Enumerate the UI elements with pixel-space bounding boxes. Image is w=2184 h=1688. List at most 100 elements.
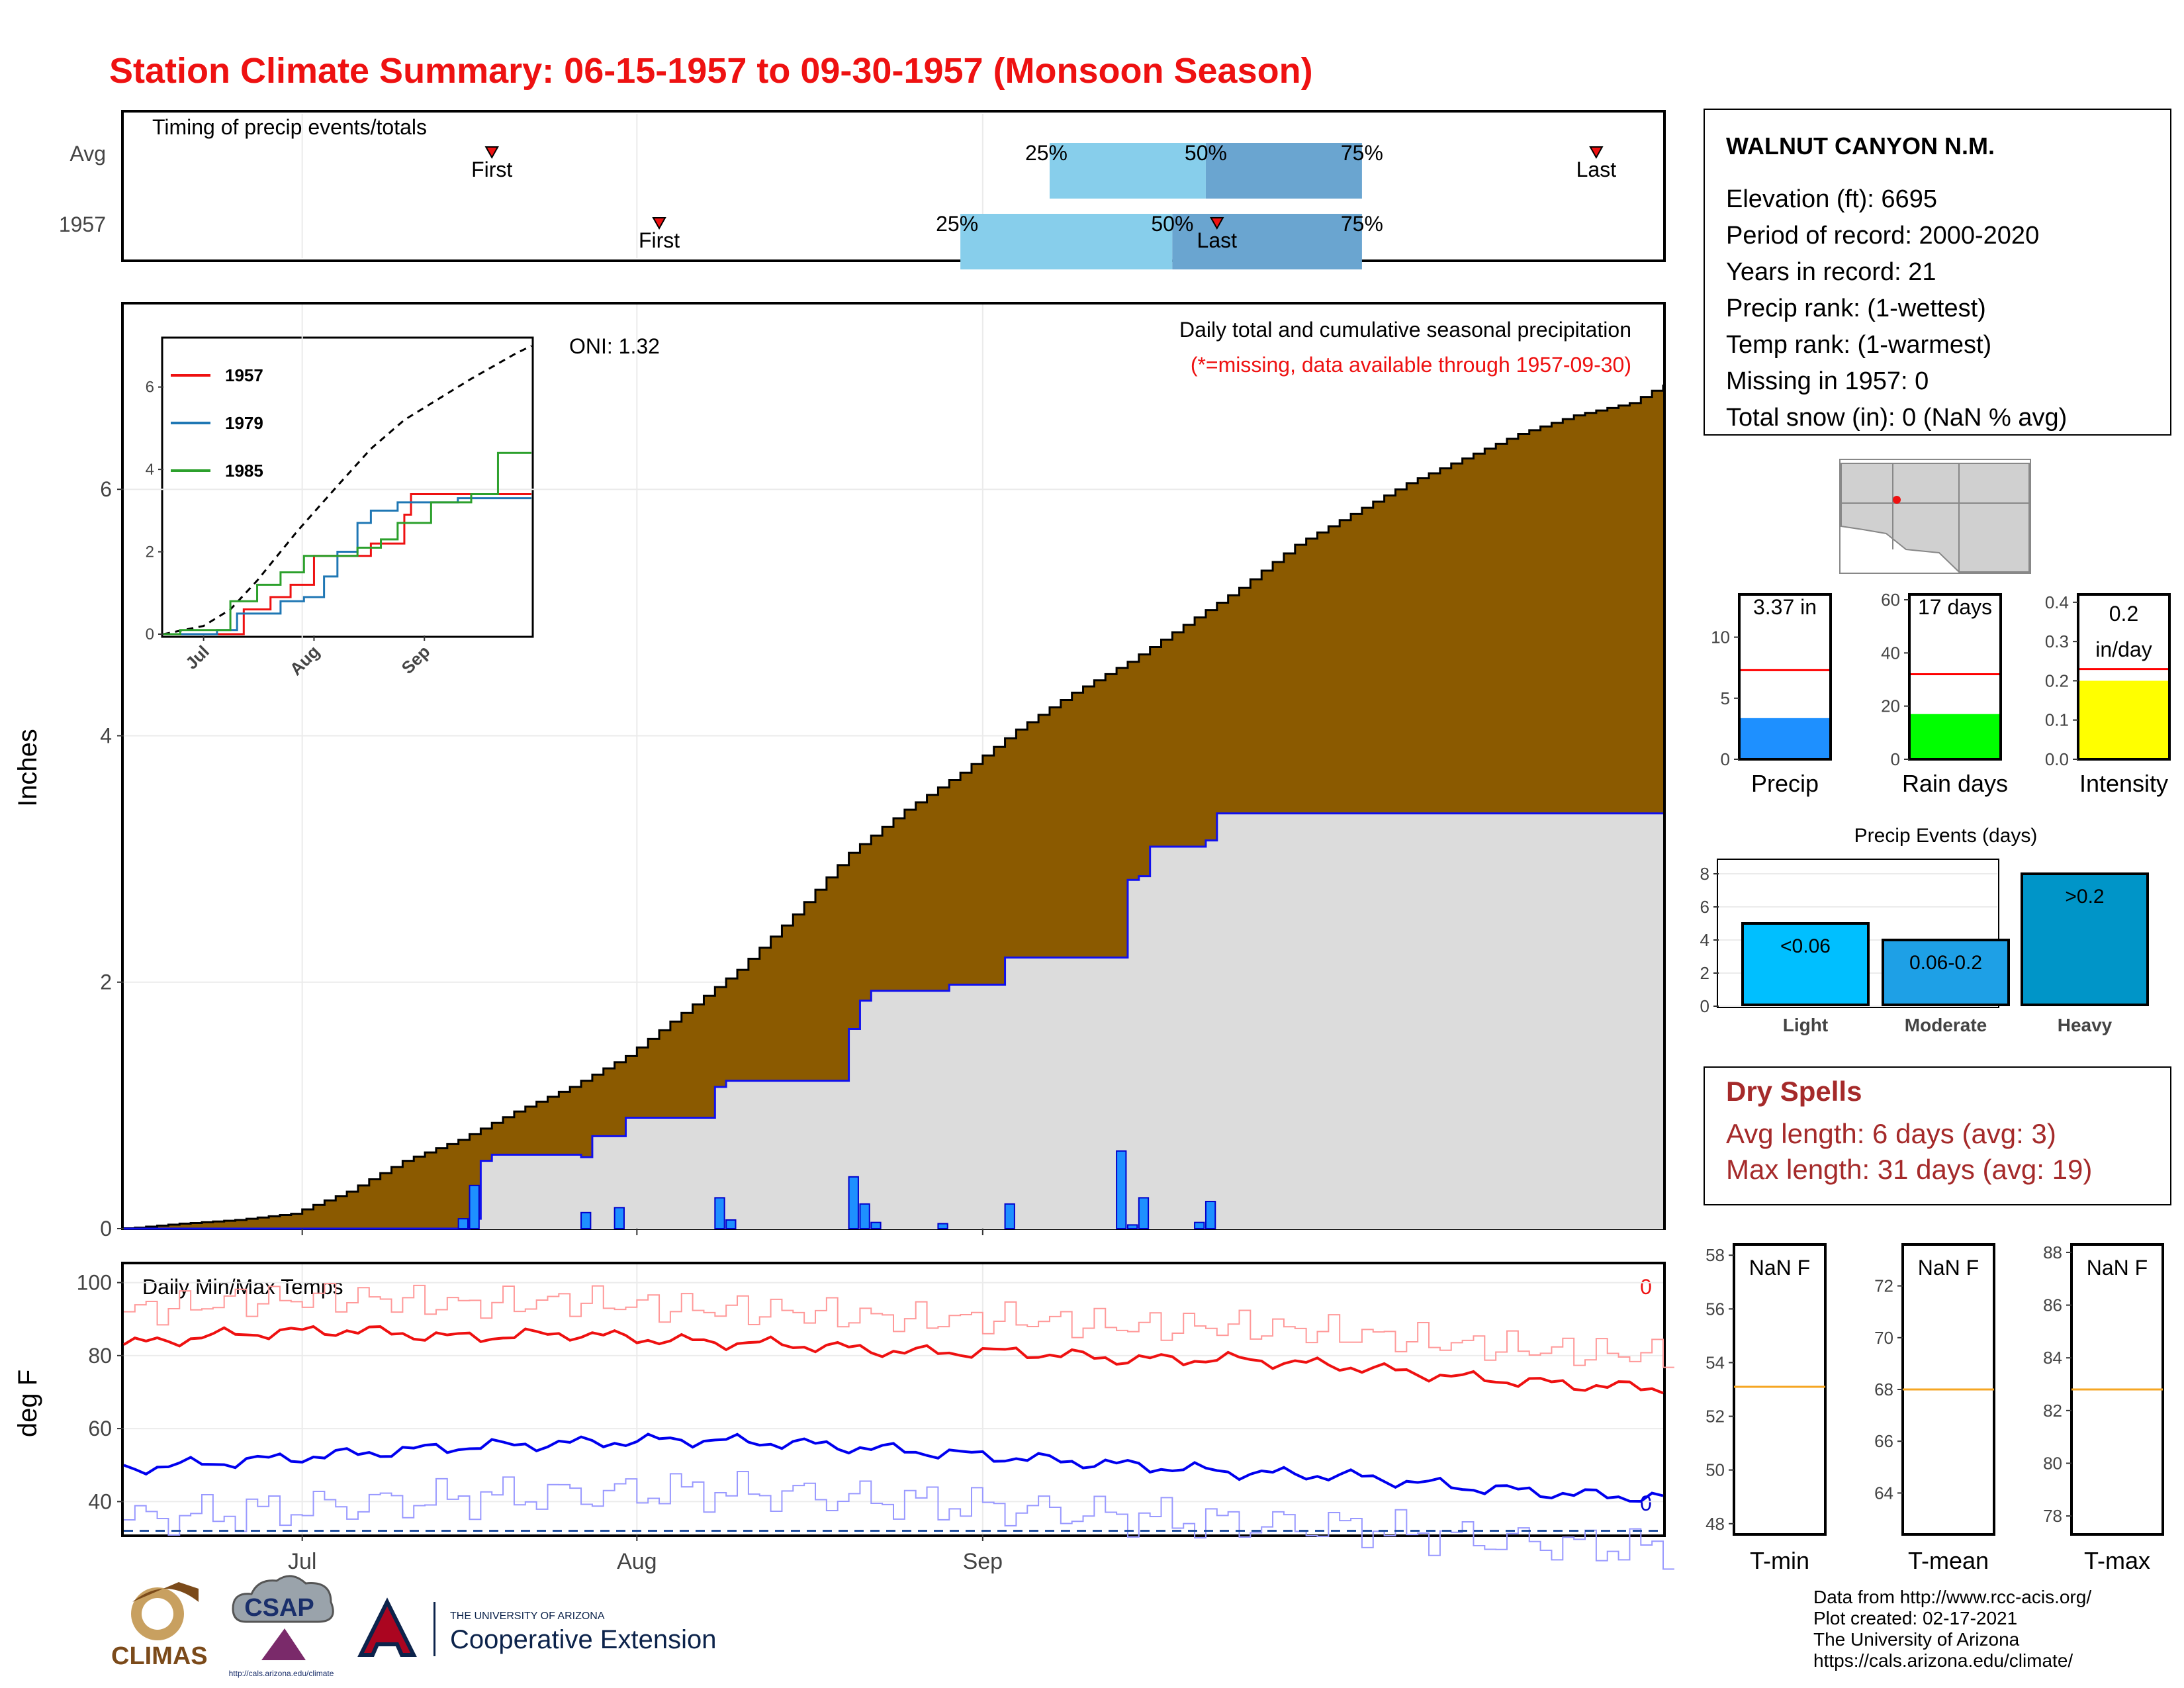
precip-events-tick-label: 0 (1700, 996, 1709, 1016)
temps-panel: Daily Min/Max Temps deg F 0 0 (13, 1262, 1666, 1537)
precip-events-frame (1717, 859, 1999, 1008)
timing-title: Timing of precip events/totals (152, 115, 427, 139)
main-plot: 0 2 4 6 (100, 305, 1664, 1241)
temp-box-tick-label: 78 (2043, 1506, 2062, 1526)
avg-cumulative-line (124, 384, 1664, 1230)
temps-x-tick-label: Jul (288, 1549, 316, 1574)
daily-precip-bar (1116, 1150, 1127, 1229)
temp-box-tick-label: 70 (1874, 1328, 1893, 1348)
inset-frame (161, 336, 534, 638)
daily-precip-bar (859, 1203, 870, 1229)
daily-precip-bar (1138, 1197, 1150, 1230)
mini-bars: 0 5 10 3.37 in Precip 0 20 40 60 17 days Rain days… (1711, 590, 2171, 797)
timing-marker-icon (1589, 146, 1604, 160)
mini-bar-value: 17 days (1918, 595, 1992, 619)
ua-a-icon (357, 1597, 417, 1657)
temp-box-value: NaN F (2087, 1256, 2148, 1280)
temp-box-tick-label: 64 (1874, 1483, 1893, 1503)
mini-bar-frame (1908, 593, 2002, 761)
daily-precip-bar (725, 1219, 737, 1230)
tmax-record-line (124, 1283, 1674, 1368)
timing-bar-light (960, 214, 1173, 269)
map-region (1841, 463, 2030, 573)
tmin-line (123, 1432, 1664, 1503)
inset-legend-label: 1957 (225, 365, 263, 385)
timing-p25-label: 25% (936, 212, 978, 236)
climas-logo: CLIMAS (111, 1582, 208, 1670)
temps-y-tick-label: 100 (77, 1271, 112, 1295)
temp-box-tick-label: 84 (2043, 1348, 2062, 1368)
climas-wordmark: CLIMAS (111, 1642, 208, 1670)
mini-bar-value-unit: in/day (2095, 637, 2152, 661)
temp-box-value: NaN F (1918, 1256, 1979, 1280)
inset-x-tick-label: Aug (286, 641, 324, 679)
mini-bar-tick-label: 10 (1711, 628, 1730, 647)
temps-ylabel: deg F (13, 1370, 42, 1437)
temp-box-label: T-max (2084, 1547, 2150, 1574)
daily-precip-bar (580, 1211, 592, 1229)
mini-bar-tick-label: 20 (1881, 696, 1900, 716)
timing-last-label: Last (1197, 228, 1238, 252)
daily-precip-bar (457, 1218, 469, 1230)
mini-bar-tick-label: 5 (1721, 688, 1730, 708)
temp-box-value: NaN F (1749, 1256, 1810, 1280)
temps-frame (121, 1262, 1666, 1537)
mini-bar-fill (1909, 714, 2001, 759)
timing-panel: Timing of precip events/totals Avg 1957 (59, 110, 1666, 262)
csap-url: http://cals.arizona.edu/climate (229, 1669, 334, 1678)
dry-spells-title: Dry Spells (1726, 1076, 1862, 1107)
timing-first-label: First (471, 158, 512, 181)
daily-precip-bar (1004, 1203, 1015, 1229)
station-line: Elevation (ft): 6695 (1726, 185, 1937, 213)
mini-bar-tick-label: 0.2 (2045, 671, 2069, 690)
timing-row-label-avg: Avg (69, 142, 106, 165)
station-line: Period of record: 2000-2020 (1726, 222, 2039, 250)
inset-x-tick-label: Sep (398, 641, 434, 678)
mini-bar-tick-label: 0.0 (2045, 749, 2069, 769)
mini-bar-frame (2077, 593, 2171, 761)
mini-bar-tick-label: 60 (1881, 590, 1900, 610)
daily-precip-bar (1205, 1201, 1216, 1229)
main-y-tick-label: 0 (100, 1217, 112, 1241)
precip-events-title: Precip Events (days) (1854, 825, 2038, 847)
mini-bar-value: 0.2 (2109, 602, 2138, 626)
mini-bar-label: Precip (1751, 770, 1819, 797)
timing-p50-label: 50% (1151, 212, 1193, 236)
main-y-tick-label: 4 (100, 724, 112, 747)
main-y-tick-label: 6 (100, 477, 112, 501)
precip-events-bar (2021, 872, 2149, 1006)
temp-box-tick-label: 50 (1706, 1460, 1725, 1480)
inset-y-tick-label: 0 (146, 626, 154, 643)
station-line: Precip rank: (1-wettest) (1726, 295, 1986, 322)
temp-box-tick-label: 58 (1706, 1245, 1725, 1265)
mini-bar-tick-label: 40 (1881, 643, 1900, 663)
precip-events-category: Moderate (1905, 1015, 1987, 1035)
timing-marker-icon (484, 146, 499, 160)
inset-y-tick-label: 6 (146, 379, 154, 397)
oni-label: ONI: 1.32 (569, 334, 660, 358)
temp-box-tick-label: 86 (2043, 1295, 2062, 1315)
main-ylabel: Inches (13, 729, 42, 807)
temp-boxes: 48 50 52 54 56 58 NaN F T-min 64 66 68 70 72 NaN F T-m… (1706, 1243, 2164, 1574)
precip-events-category: Heavy (2058, 1015, 2113, 1035)
inset-x-tick-label: Jul (181, 641, 213, 673)
precip-events-panel: Precip Events (days) (1717, 825, 2037, 1008)
precip-events-plot: 0 2 4 6 8 <0.06 Light 0.06-0.2 Moderate >0.2 Heavy (1700, 864, 2149, 1035)
station-line: Total snow (in): 0 (NaN % avg) (1726, 404, 2067, 432)
dry-spells-avg: Avg length: 6 days (avg: 3) (1726, 1118, 2056, 1149)
daily-precip-bar (1126, 1224, 1138, 1230)
daily-precip-bar (848, 1176, 859, 1229)
timing-p50-label: 50% (1185, 141, 1227, 165)
temps-plot: 40 60 80 100 Jul Aug Sep (77, 1264, 1674, 1574)
timing-last-label: Last (1576, 158, 1617, 181)
footer-line: Data from http://www.rcc-acis.org/ (1813, 1587, 2091, 1607)
temps-min-missing: 0 (1640, 1491, 1652, 1515)
year-cumulative-area (124, 813, 1663, 1229)
timing-bar-dark (1172, 214, 1362, 269)
dry-spells-box: Dry Spells Avg length: 6 days (avg: 3) M… (1704, 1066, 2171, 1205)
mini-bar-fill (2078, 680, 2169, 759)
tmin-record-line (124, 1471, 1674, 1570)
timing-first-label: First (639, 228, 680, 252)
precip-events-bin-label: >0.2 (2065, 886, 2104, 908)
